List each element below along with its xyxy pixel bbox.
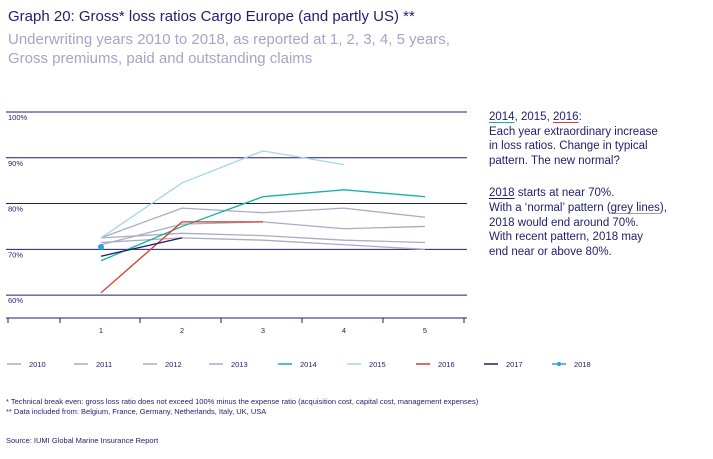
legend-label-2011: 2011 bbox=[96, 360, 112, 369]
legend-item-2012: 2012 bbox=[143, 360, 182, 369]
legend-label-2016: 2016 bbox=[438, 360, 455, 369]
subtitle-line-2: Gross premiums, paid and outstanding cla… bbox=[8, 50, 313, 67]
annotation-year-2016: 2016 bbox=[552, 111, 579, 123]
x-tick-label-4: 4 bbox=[342, 326, 346, 335]
chart-subtitle: Underwriting years 2010 to 2018, as repo… bbox=[8, 30, 450, 68]
legend-label-2014: 2014 bbox=[300, 360, 317, 369]
legend-label-2017: 2017 bbox=[506, 360, 523, 369]
legend-item-2013: 2013 bbox=[209, 360, 248, 369]
annotation-text-fragment: With a ‘normal’ pattern ( bbox=[489, 201, 611, 214]
legend-item-2015: 2015 bbox=[347, 360, 386, 369]
chart-title: Graph 20: Gross* loss ratios Cargo Europ… bbox=[8, 8, 415, 25]
source-note: Source: IUMI Global Marine Insurance Rep… bbox=[6, 436, 159, 445]
annotation-year-2018: 2018 bbox=[489, 187, 515, 200]
x-axis-tick-labels: 1 2 3 4 5 bbox=[99, 326, 427, 335]
series-lines bbox=[98, 150, 426, 294]
legend-item-2018: 2018 bbox=[552, 360, 591, 369]
y-tick-label-70: 70% bbox=[8, 250, 23, 259]
footnote-2: ** Data included from: Belgium, France, … bbox=[6, 407, 267, 416]
legend-item-2014: 2014 bbox=[278, 360, 317, 369]
y-tick-label-60: 60% bbox=[8, 296, 23, 305]
legend-label-2012: 2012 bbox=[165, 360, 182, 369]
series-line-2010 bbox=[100, 237, 426, 250]
x-tick-label-2: 2 bbox=[180, 326, 184, 335]
legend-item-2017: 2017 bbox=[484, 360, 523, 369]
gridlines bbox=[6, 111, 467, 296]
annotation-text-fragment: , 2015, bbox=[514, 111, 553, 123]
annotation-line: end near or above 80%. bbox=[489, 245, 612, 258]
series-point-2018 bbox=[98, 244, 104, 251]
legend-label-2018: 2018 bbox=[574, 360, 591, 369]
y-tick-label-80: 80% bbox=[8, 205, 23, 214]
legend-item-2010: 2010 bbox=[7, 360, 46, 369]
annotation-paragraph-2: 2018 starts at near 70%. With a ‘normal’… bbox=[489, 186, 711, 259]
annotation-text-fragment: starts at near 70%. bbox=[514, 187, 615, 200]
x-tick-label-5: 5 bbox=[423, 326, 427, 335]
series-2013 bbox=[100, 232, 426, 244]
series-line-2016 bbox=[100, 221, 263, 294]
annotation-grey-lines: grey lines bbox=[610, 201, 660, 214]
y-axis-tick-labels: 60% 70% 80% 90% 100% bbox=[8, 113, 28, 305]
subtitle-line-1: Underwriting years 2010 to 2018, as repo… bbox=[8, 31, 450, 48]
series-line-2014 bbox=[100, 189, 426, 262]
annotation-line: 2018 would end around 70%. bbox=[489, 216, 639, 229]
annotation-line: Each year extraordinary increase bbox=[489, 125, 658, 138]
series-2017 bbox=[100, 237, 183, 257]
annotation-line: pattern. The new normal? bbox=[489, 154, 620, 167]
legend-label-2015: 2015 bbox=[369, 360, 386, 369]
legend-item-2011: 2011 bbox=[74, 360, 112, 369]
series-line-2012 bbox=[100, 207, 426, 239]
legend-label-2010: 2010 bbox=[29, 360, 46, 369]
x-tick-label-1: 1 bbox=[99, 326, 103, 335]
series-2014 bbox=[100, 189, 426, 262]
footnote-1: * Technical break even: gross loss ratio… bbox=[6, 397, 479, 406]
annotation-paragraph-1: 2014, 2015, 2016: Each year extraordinar… bbox=[489, 110, 711, 168]
annotation-line: in loss ratios. Change in typical bbox=[489, 140, 648, 153]
annotation-year-2014: 2014 bbox=[489, 111, 515, 123]
legend-item-2016: 2016 bbox=[416, 360, 455, 369]
legend-marker-2018 bbox=[557, 362, 561, 366]
series-2012 bbox=[100, 207, 426, 239]
annotation-text-fragment: ), bbox=[659, 201, 667, 214]
series-2018 bbox=[98, 244, 104, 251]
legend: 2010 2011 2012 2013 2014 2015 2016 2017 2018 bbox=[7, 360, 591, 369]
series-2010 bbox=[100, 237, 426, 250]
x-tick-label-3: 3 bbox=[261, 326, 265, 335]
y-tick-label-90: 90% bbox=[8, 159, 23, 168]
series-line-2013 bbox=[100, 232, 426, 244]
annotation-line: With recent pattern, 2018 may bbox=[489, 231, 644, 244]
series-line-2015 bbox=[100, 150, 345, 239]
series-2016 bbox=[100, 221, 263, 294]
series-2015 bbox=[100, 150, 345, 239]
annotation-text-fragment: : bbox=[578, 111, 582, 123]
x-axis bbox=[6, 317, 467, 323]
annotation-text: 2014, 2015, 2016: Each year extraordinar… bbox=[489, 110, 711, 259]
series-line-2017 bbox=[100, 237, 183, 257]
footnotes: * Technical break even: gross loss ratio… bbox=[6, 397, 478, 417]
legend-label-2013: 2013 bbox=[231, 360, 248, 369]
y-tick-label-100: 100% bbox=[8, 113, 28, 122]
